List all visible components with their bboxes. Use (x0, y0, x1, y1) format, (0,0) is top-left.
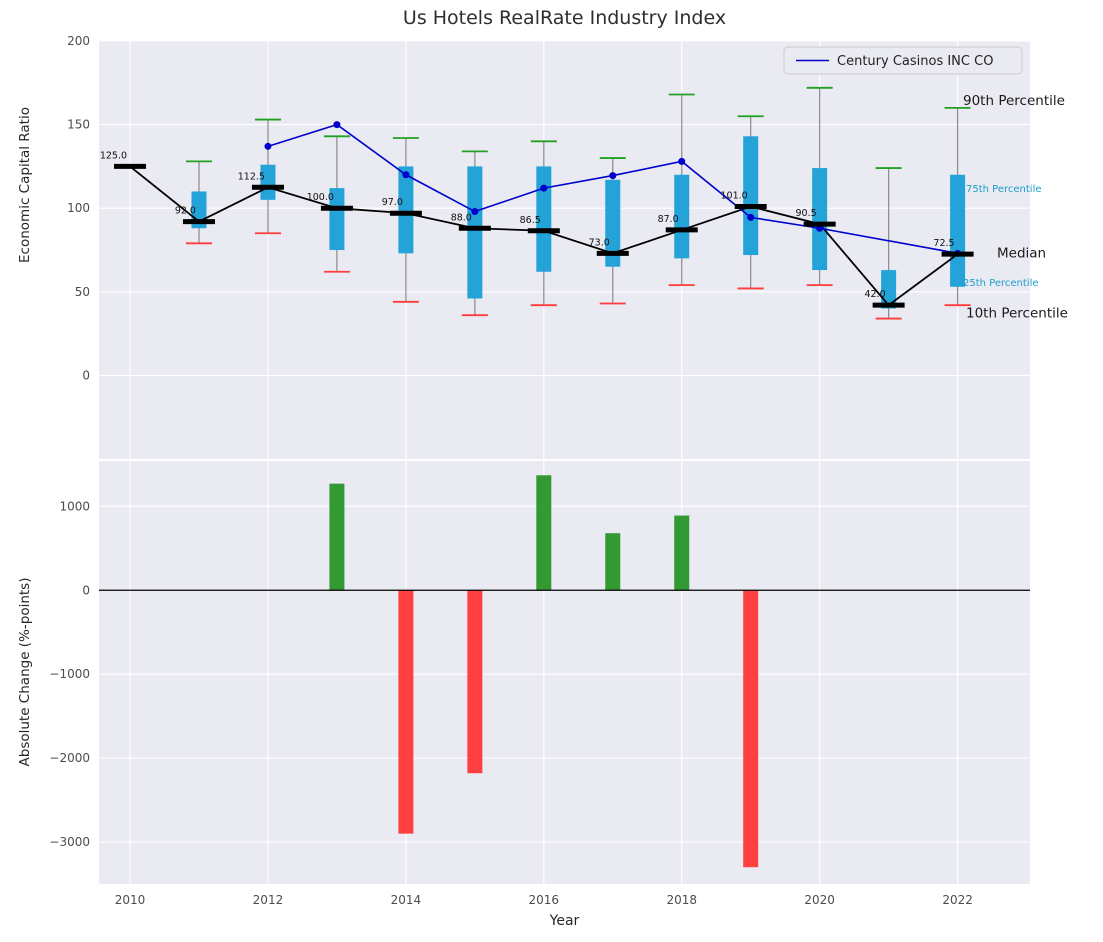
change-bar-2017 (605, 533, 621, 591)
median-value-label: 100.0 (307, 192, 334, 203)
top-y-tick-label: 200 (67, 34, 90, 48)
bottom-axes-background (99, 461, 1030, 884)
x-tick-label: 2018 (666, 893, 697, 907)
change-bar-2015 (467, 590, 483, 774)
company-line (267, 123, 958, 255)
legend-label: Century Casinos INC CO (837, 54, 993, 69)
company-point-2015 (471, 208, 479, 216)
bottom-y-tick-label: −3000 (49, 835, 90, 849)
change-bar-2014 (398, 590, 414, 834)
median-value-label: 86.5 (520, 215, 541, 226)
iqr-box-2022 (950, 174, 966, 287)
median-value-label: 90.5 (796, 208, 817, 219)
company-point-2012 (264, 142, 272, 150)
x-tick-label: 2022 (942, 893, 973, 907)
bottom-y-tick-label: −1000 (49, 667, 90, 681)
top-y-tick-label: 50 (75, 285, 90, 299)
iqr-box-2021 (881, 270, 897, 309)
x-tick-label: 2012 (253, 893, 284, 907)
median-value-label: 88.0 (451, 212, 472, 223)
legend-box (783, 46, 1023, 75)
annotation-75th-percentile: 75th Percentile (966, 184, 1042, 195)
company-point-2013 (333, 121, 341, 129)
bottom-y-tick-label: 0 (82, 583, 90, 597)
change-bar-2013 (329, 483, 345, 591)
iqr-box-2013 (329, 188, 345, 250)
x-tick-label: 2014 (391, 893, 422, 907)
top-y-tick-label: 150 (67, 118, 90, 132)
median-value-label: 42.0 (864, 289, 885, 300)
company-point-2017 (609, 172, 617, 180)
change-bar-2018 (674, 515, 690, 591)
company-point-2016 (540, 184, 548, 192)
bottom-y-tick-label: −2000 (49, 751, 90, 765)
annotation-median: Median (997, 245, 1046, 261)
company-point-2014 (402, 171, 410, 179)
top-axes-background (99, 41, 1030, 459)
median-value-label: 87.0 (658, 214, 679, 225)
annotation-90th-percentile: 90th Percentile (963, 93, 1065, 109)
annotation-10th-percentile: 10th Percentile (966, 306, 1068, 322)
median-value-label: 73.0 (589, 237, 610, 248)
iqr-box-2014 (398, 166, 414, 254)
iqr-box-2016 (536, 166, 552, 272)
x-tick-label: 2020 (804, 893, 835, 907)
iqr-box-2017 (605, 179, 621, 267)
iqr-box-2015 (467, 166, 483, 299)
x-axis-label: Year (549, 913, 580, 929)
x-tick-label: 2010 (115, 893, 146, 907)
median-value-label: 112.5 (238, 171, 265, 182)
median-value-label: 92.0 (175, 206, 196, 217)
iqr-box-2019 (743, 136, 759, 256)
change-bar-2019 (743, 590, 759, 868)
iqr-box-2020 (812, 168, 828, 271)
chart-title: Us Hotels RealRate Industry Index (402, 7, 727, 29)
company-point-2019 (747, 213, 755, 221)
bottom-y-tick-label: 1000 (59, 499, 90, 513)
top-y-tick-label: 0 (82, 368, 90, 382)
median-value-label: 101.0 (720, 191, 747, 202)
iqr-box-2012 (260, 164, 276, 200)
median-value-label: 97.0 (382, 197, 403, 208)
annotation-25th-percentile: 25th Percentile (963, 278, 1039, 289)
change-bar-2016 (536, 475, 552, 591)
company-point-2018 (678, 157, 686, 165)
x-tick-label: 2016 (529, 893, 560, 907)
iqr-box-2018 (674, 174, 690, 259)
median-value-label: 125.0 (100, 150, 127, 161)
top-y-tick-label: 100 (67, 201, 90, 215)
median-value-label: 72.5 (933, 238, 954, 249)
